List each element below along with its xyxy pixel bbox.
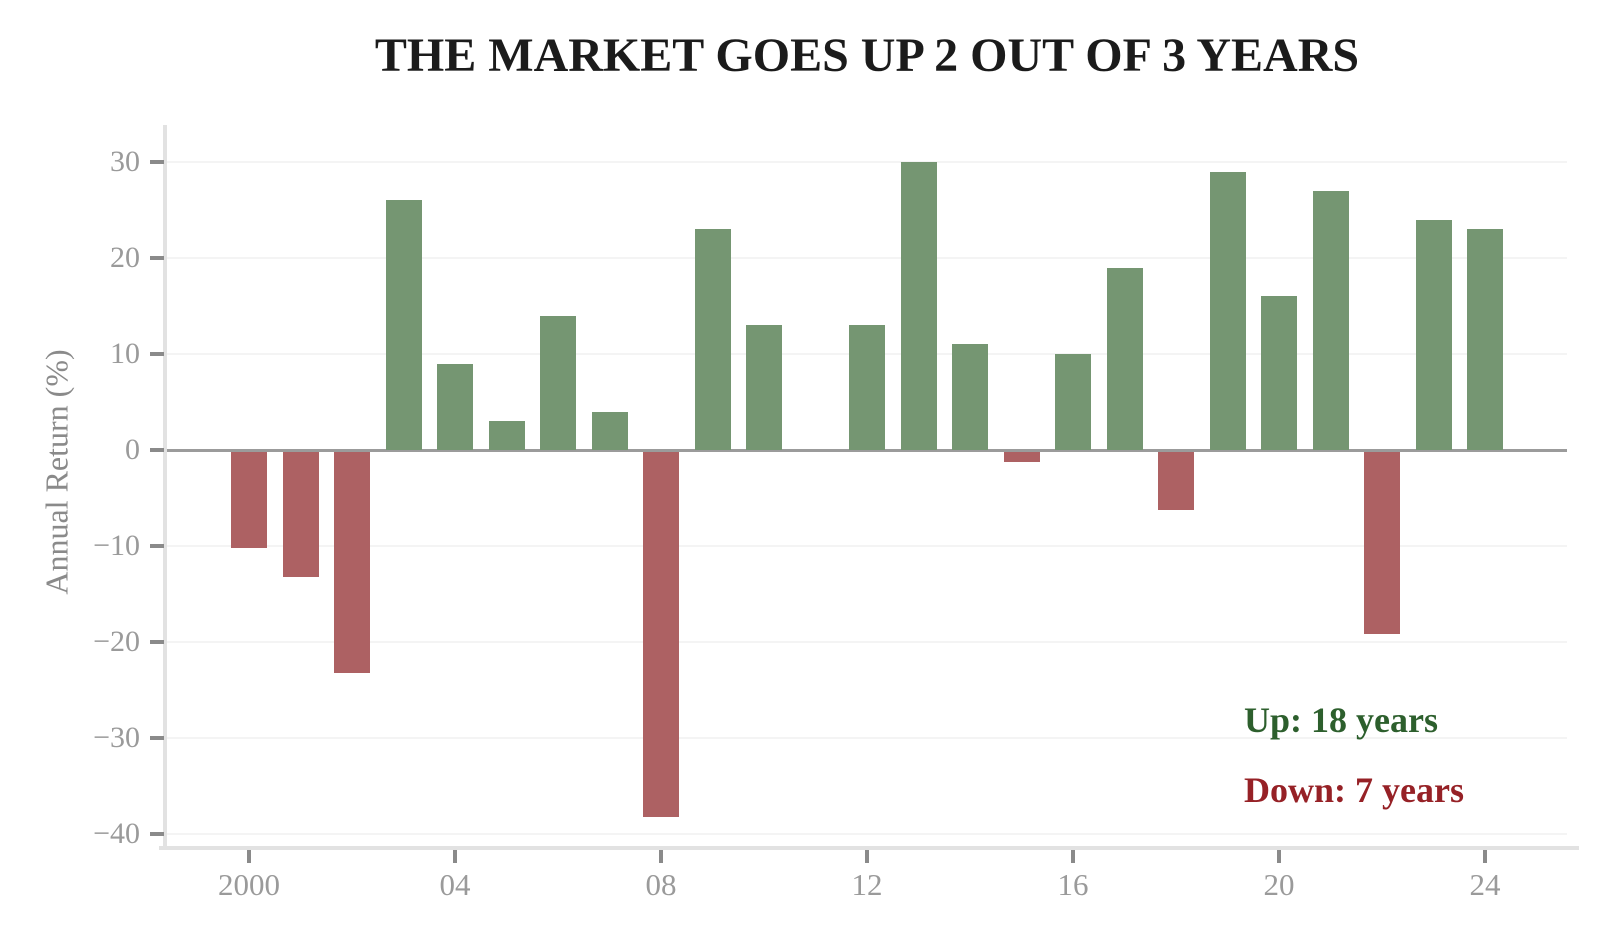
gridline--40: [167, 833, 1567, 835]
bar-2002: [334, 452, 370, 673]
gridline-30: [167, 161, 1567, 163]
plot-area: [167, 125, 1567, 848]
x-tick-mark-2016: [1071, 850, 1075, 863]
y-tick-label-10: 10: [110, 337, 140, 370]
legend-down-label: Down: 7 years: [1244, 770, 1464, 810]
x-tick-mark-2012: [865, 850, 869, 863]
y-tick-label-0: 0: [125, 433, 140, 466]
chart-title: THE MARKET GOES UP 2 OUT OF 3 YEARS: [374, 29, 1360, 82]
x-tick-label-2024: 24: [1469, 867, 1501, 902]
y-tick-label--10: −10: [93, 529, 140, 562]
x-tick-mark-2024: [1483, 850, 1487, 863]
bar-2001: [282, 452, 319, 577]
bar-2017: [1106, 267, 1143, 450]
bar-2016: [1055, 354, 1091, 450]
y-tick-label--40: −40: [93, 817, 140, 850]
gridline--30: [167, 737, 1567, 739]
bar-2023: [1415, 219, 1452, 450]
bar-2022: [1364, 452, 1400, 635]
x-tick-label-2000: 2000: [218, 867, 280, 902]
bar-2005: [488, 421, 525, 450]
y-tick-label--20: −20: [93, 625, 140, 658]
y-axis-line: [163, 125, 167, 849]
x-tick-label-2004: 04: [439, 867, 471, 902]
y-tick-mark--30: [150, 736, 164, 740]
legend-up-label: Up: 18 years: [1244, 700, 1438, 740]
y-tick-mark-30: [150, 160, 164, 164]
y-tick-mark--20: [150, 640, 164, 644]
y-tick-mark-10: [150, 352, 164, 356]
y-tick-label-30: 30: [110, 145, 140, 178]
x-axis-line: [159, 846, 1579, 850]
x-tick-label-2016: 16: [1057, 867, 1089, 902]
x-tick-label-2020: 20: [1263, 867, 1295, 902]
bar-2024: [1467, 229, 1503, 450]
bar-2000: [231, 452, 267, 548]
y-tick-label--30: −30: [93, 721, 140, 754]
zero-baseline: [167, 449, 1567, 452]
bar-2013: [900, 162, 937, 450]
x-tick-mark-2020: [1277, 850, 1281, 863]
y-tick-mark-20: [150, 256, 164, 260]
bar-2009: [694, 229, 731, 450]
bar-2015: [1003, 452, 1040, 462]
y-tick-mark-0: [150, 448, 164, 452]
bar-2014: [952, 344, 988, 450]
bar-2019: [1209, 171, 1246, 450]
x-tick-label-2008: 08: [645, 867, 677, 902]
gridline--20: [167, 641, 1567, 643]
bar-2018: [1158, 452, 1194, 510]
x-tick-mark-2000: [247, 850, 251, 863]
gridline--10: [167, 545, 1567, 547]
bar-2021: [1312, 190, 1349, 450]
x-tick-label-2012: 12: [851, 867, 883, 902]
bar-2007: [591, 411, 628, 450]
bar-2010: [746, 325, 782, 450]
bar-2003: [385, 200, 422, 450]
y-tick-mark--40: [150, 832, 164, 836]
y-tick-label-20: 20: [110, 241, 140, 274]
gridline-20: [167, 257, 1567, 259]
y-tick-mark--10: [150, 544, 164, 548]
x-tick-mark-2004: [453, 850, 457, 863]
bar-2004: [437, 363, 473, 450]
bar-2020: [1261, 296, 1297, 450]
bar-2008: [643, 452, 679, 817]
bar-2012: [849, 325, 885, 450]
bar-2006: [540, 315, 576, 450]
x-tick-mark-2008: [659, 850, 663, 863]
